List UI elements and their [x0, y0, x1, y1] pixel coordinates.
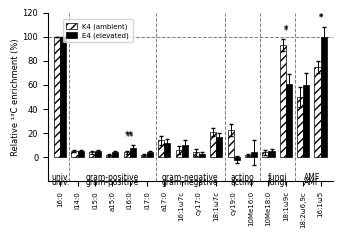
Bar: [216, 137, 223, 157]
Text: *: *: [284, 26, 288, 36]
Bar: [130, 148, 136, 157]
Bar: [164, 143, 170, 157]
Text: actino: actino: [230, 178, 254, 187]
Bar: [297, 97, 303, 157]
Bar: [286, 84, 292, 157]
Bar: [78, 151, 84, 157]
Text: gram-positive: gram-positive: [86, 178, 139, 187]
Text: gram-positive: gram-positive: [86, 173, 139, 182]
Bar: [147, 152, 153, 157]
Text: univ.: univ.: [51, 178, 69, 187]
Bar: [112, 152, 118, 157]
Bar: [54, 37, 60, 157]
Text: *: *: [318, 13, 323, 22]
Bar: [280, 45, 286, 157]
Bar: [141, 155, 147, 157]
Text: *: *: [318, 14, 323, 23]
Bar: [176, 150, 182, 157]
Text: fungi: fungi: [267, 173, 287, 182]
Legend: K4 (ambient), E4 (elevated): K4 (ambient), E4 (elevated): [63, 19, 132, 42]
Bar: [182, 145, 188, 157]
Text: **: **: [125, 133, 134, 142]
Text: actino: actino: [230, 173, 254, 182]
Bar: [106, 155, 112, 157]
Bar: [315, 67, 321, 157]
Bar: [269, 151, 274, 157]
Bar: [123, 152, 130, 157]
Text: **: **: [125, 132, 134, 140]
Text: AMF: AMF: [304, 173, 320, 182]
Bar: [95, 151, 101, 157]
Bar: [234, 157, 240, 160]
Bar: [321, 37, 327, 157]
Bar: [60, 37, 66, 157]
Text: gram-negative: gram-negative: [162, 173, 219, 182]
Bar: [158, 140, 164, 157]
Bar: [193, 152, 199, 157]
Bar: [228, 130, 234, 157]
Bar: [210, 132, 216, 157]
Y-axis label: Relative ¹³C enrichment (%): Relative ¹³C enrichment (%): [11, 38, 20, 156]
Bar: [199, 154, 205, 157]
Bar: [262, 152, 269, 157]
Text: univ.: univ.: [51, 173, 69, 182]
Text: fungi: fungi: [267, 178, 287, 187]
Bar: [71, 151, 78, 157]
Bar: [89, 152, 95, 157]
Text: gram-negative: gram-negative: [162, 178, 219, 187]
Text: AMF: AMF: [304, 178, 320, 187]
Bar: [251, 152, 257, 157]
Text: *: *: [284, 25, 288, 34]
Bar: [245, 155, 251, 157]
Bar: [303, 85, 309, 157]
